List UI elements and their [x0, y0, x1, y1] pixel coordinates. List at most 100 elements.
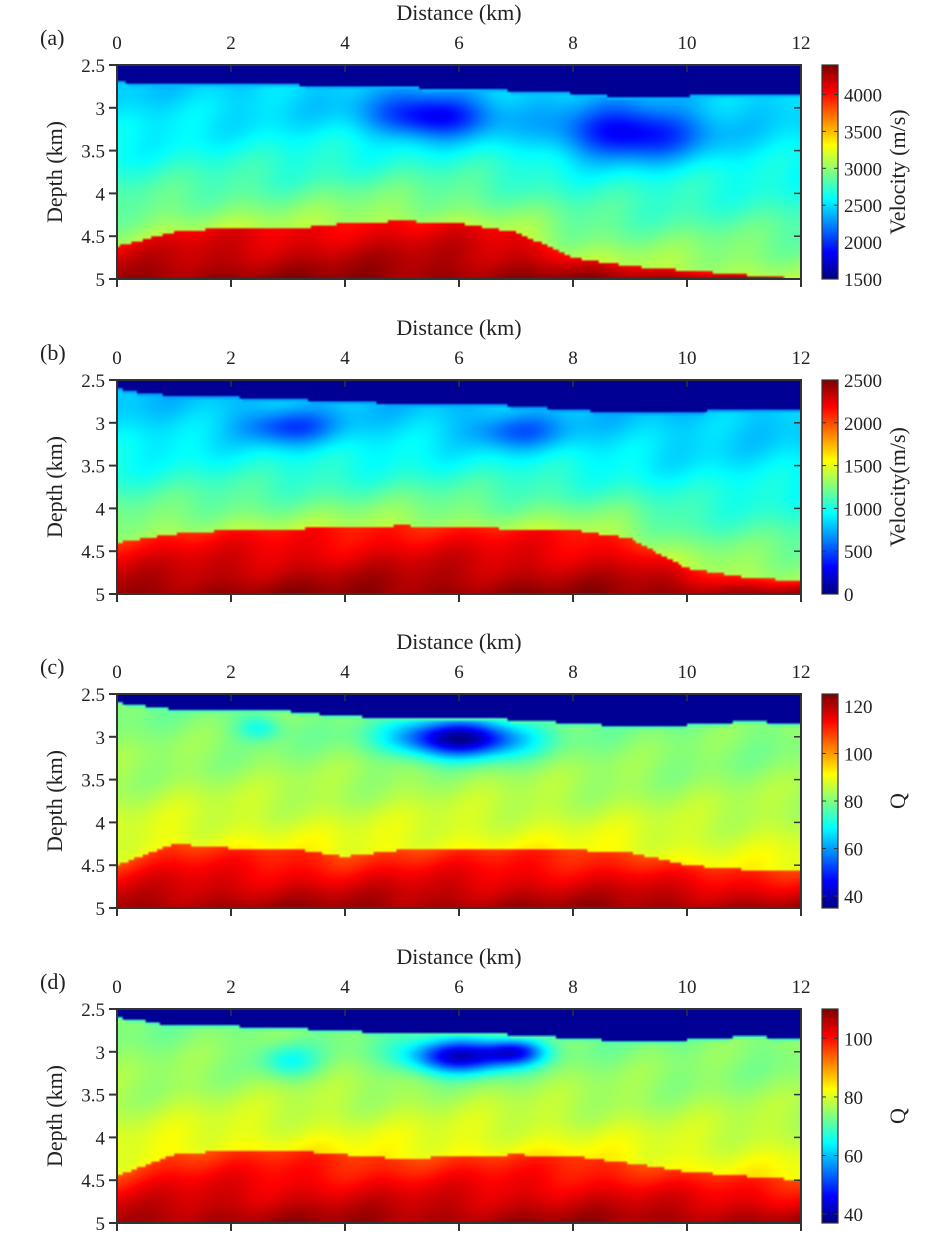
x-tick-label: 10 — [678, 33, 697, 54]
colorbar-tick-label: 100 — [844, 1029, 873, 1050]
y-tick-label: 3 — [96, 1043, 106, 1064]
colorbar-tick-label: 80 — [844, 1088, 863, 1109]
panel-a: (a) Distance (km) Depth (km) 0 2 4 6 8 10 12 2.5 3 3… — [40, 0, 910, 291]
x-tick-label: 10 — [678, 348, 697, 369]
heatmap-image — [117, 380, 801, 594]
x-tick-label: 8 — [568, 348, 578, 369]
x-axis-label: Distance (km) — [396, 0, 521, 25]
x-axis-label: Distance (km) — [396, 944, 521, 969]
x-tick-label: 10 — [678, 977, 697, 998]
y-tick-label: 2.5 — [81, 685, 105, 706]
y-tick-label: 4.5 — [81, 227, 105, 248]
y-axis-label: Depth (km) — [42, 121, 67, 223]
colorbar — [822, 1009, 838, 1223]
y-tick-label: 4.5 — [81, 1171, 105, 1192]
x-tick-label: 8 — [568, 977, 578, 998]
x-tick-label: 12 — [792, 33, 811, 54]
panel-label: (a) — [40, 25, 64, 50]
x-tick-label: 10 — [678, 662, 697, 683]
colorbar-tick-label: 2000 — [844, 233, 882, 254]
colorbar-tick-label: 100 — [844, 744, 873, 765]
colorbar-tick-label: 1500 — [844, 270, 882, 291]
x-tick-label: 12 — [792, 977, 811, 998]
y-tick-label: 4 — [96, 184, 106, 205]
colorbar-label: Q — [885, 793, 910, 809]
colorbar-tick-label: 3500 — [844, 122, 882, 143]
x-tick-label: 8 — [568, 662, 578, 683]
x-axis-label: Distance (km) — [396, 629, 521, 654]
y-tick-label: 3 — [96, 99, 106, 120]
x-tick-label: 6 — [454, 662, 464, 683]
colorbar-tick-label: 500 — [844, 542, 873, 563]
colorbar-tick-label: 40 — [844, 1205, 863, 1226]
colorbar-tick-label: 3000 — [844, 159, 882, 180]
y-tick-label: 2.5 — [81, 1000, 105, 1021]
y-tick-label: 3 — [96, 414, 106, 435]
x-tick-label: 2 — [226, 977, 236, 998]
colorbar-tick-label: 1000 — [844, 499, 882, 520]
x-tick-label: 4 — [340, 977, 350, 998]
colorbar-tick-label: 0 — [844, 585, 854, 606]
colorbar-tick-label: 60 — [844, 1147, 863, 1168]
y-tick-label: 5 — [96, 1214, 106, 1235]
colorbar-tick-label: 40 — [844, 887, 863, 908]
x-tick-label: 0 — [112, 977, 122, 998]
y-tick-label: 5 — [96, 270, 106, 291]
heatmap-image — [117, 694, 801, 908]
colorbar-frame — [821, 64, 839, 280]
panel-label: (b) — [40, 340, 66, 365]
y-tick-label: 5 — [96, 585, 106, 606]
x-tick-label: 8 — [568, 33, 578, 54]
y-tick-label: 4.5 — [81, 542, 105, 563]
y-axis-label: Depth (km) — [42, 750, 67, 852]
x-tick-label: 6 — [454, 348, 464, 369]
colorbar-tick-label: 120 — [844, 697, 873, 718]
x-tick-label: 12 — [792, 348, 811, 369]
heatmap-image — [117, 65, 801, 279]
panel-label: (d) — [40, 969, 66, 994]
panel-label: (c) — [40, 654, 64, 679]
colorbar — [822, 380, 838, 594]
y-tick-label: 4.5 — [81, 856, 105, 877]
colorbar-label: Q — [885, 1108, 910, 1124]
panel-d: (d) Distance (km) Depth (km) 0 2 4 6 8 10 12 2.5 3 3… — [40, 944, 910, 1235]
colorbar-frame — [821, 1008, 839, 1224]
x-tick-label: 2 — [226, 33, 236, 54]
y-tick-label: 4 — [96, 499, 106, 520]
y-tick-label: 2.5 — [81, 56, 105, 77]
colorbar-tick-label: 2500 — [844, 196, 882, 217]
y-tick-label: 5 — [96, 899, 106, 920]
y-tick-label: 3.5 — [81, 1086, 105, 1107]
y-tick-label: 3 — [96, 728, 106, 749]
y-tick-label: 3.5 — [81, 771, 105, 792]
x-tick-label: 4 — [340, 662, 350, 683]
y-axis-label: Depth (km) — [42, 1065, 67, 1167]
colorbar-label: Velocity(m/s) — [885, 427, 910, 547]
x-tick-label: 2 — [226, 662, 236, 683]
y-tick-label: 2.5 — [81, 371, 105, 392]
colorbar-tick-label: 4000 — [844, 86, 882, 107]
y-tick-label: 3.5 — [81, 142, 105, 163]
colorbar — [822, 694, 838, 908]
panel-c: (c) Distance (km) Depth (km) 0 2 4 6 8 10 12 2.5 3 3… — [40, 629, 910, 920]
colorbar-tick-label: 60 — [844, 840, 863, 861]
x-tick-label: 0 — [112, 662, 122, 683]
x-tick-label: 6 — [454, 977, 464, 998]
panel-b: (b) Distance (km) Depth (km) 0 2 4 6 8 10 12 2.5 3 3… — [40, 315, 910, 606]
x-tick-label: 0 — [112, 348, 122, 369]
x-axis-label: Distance (km) — [396, 315, 521, 340]
y-tick-label: 4 — [96, 813, 106, 834]
colorbar — [822, 65, 838, 279]
x-tick-label: 2 — [226, 348, 236, 369]
x-tick-label: 4 — [340, 33, 350, 54]
y-tick-label: 3.5 — [81, 457, 105, 478]
y-axis-label: Depth (km) — [42, 436, 67, 538]
colorbar-tick-label: 80 — [844, 792, 863, 813]
colorbar-tick-label: 2500 — [844, 371, 882, 392]
x-tick-label: 12 — [792, 662, 811, 683]
colorbar-tick-label: 1500 — [844, 457, 882, 478]
colorbar-frame — [821, 379, 839, 595]
colorbar-label: Velocity (m/s) — [885, 109, 910, 234]
y-tick-label: 4 — [96, 1128, 106, 1149]
